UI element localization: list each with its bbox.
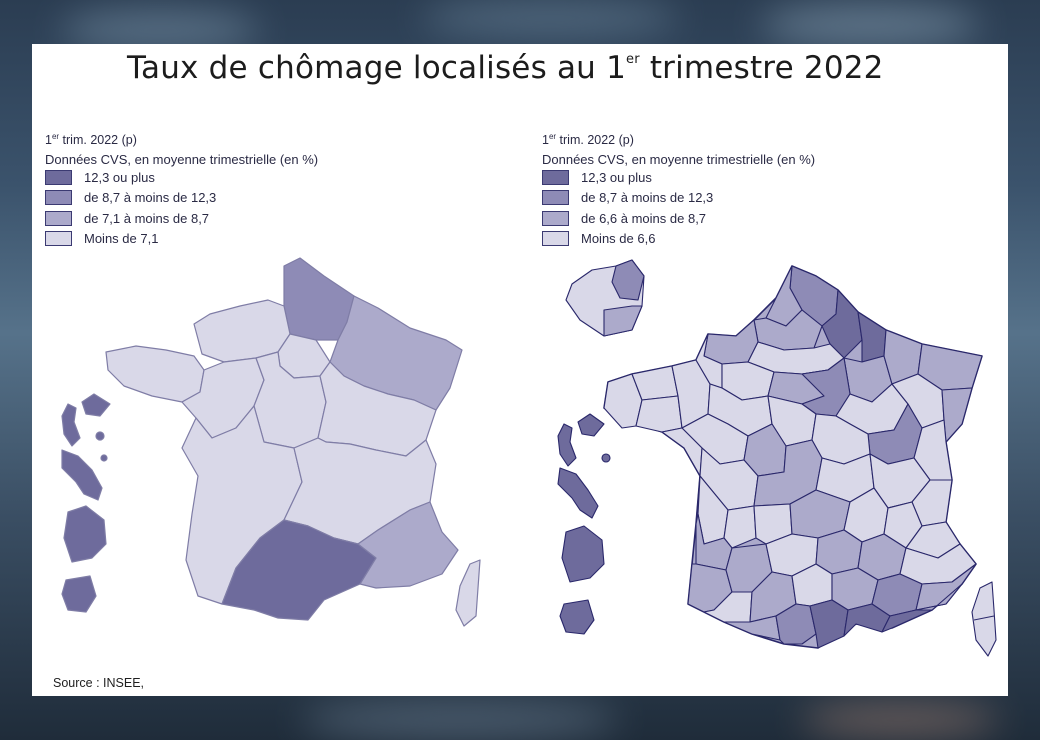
legend-item: de 8,7 à moins de 12,3 <box>45 188 318 209</box>
region-guadeloupe <box>61 393 111 447</box>
dept-alsace <box>941 387 973 443</box>
legend-subtitle: Données CVS, en moyenne trimestrielle (e… <box>542 152 816 168</box>
regions-map <box>61 257 481 627</box>
dept-corse <box>971 581 997 657</box>
legend-item: 12,3 ou plus <box>542 167 815 188</box>
dept-ardennes <box>857 311 887 363</box>
legend-swatch <box>45 169 72 185</box>
dept-guyane <box>561 525 605 583</box>
dept-bouches-du-rhone <box>881 609 933 633</box>
legend-item: Moins de 6,6 <box>542 229 815 250</box>
region-guyane <box>63 505 107 563</box>
legend-swatch <box>45 231 72 247</box>
legend-swatch <box>45 210 72 226</box>
page-title: Taux de chômage localisés au 1er trimest… <box>127 50 884 86</box>
legend-item: de 6,6 à moins de 8,7 <box>542 208 815 229</box>
legend-item: Moins de 7,1 <box>45 229 318 250</box>
legend-swatch <box>542 210 569 226</box>
inset-paris-area <box>611 259 645 301</box>
departments-map <box>557 259 997 657</box>
dept-haute-garonne <box>775 603 817 645</box>
region-mayotte <box>95 431 105 441</box>
region-corse <box>455 559 481 627</box>
dept-marie-galante <box>601 453 611 463</box>
legend-regions: 1er trim. 2022 (p) Données CVS, en moyen… <box>45 132 318 249</box>
region-la-reunion <box>61 575 97 613</box>
dept-guadeloupe <box>557 413 605 467</box>
dept-alpes-maritimes <box>915 583 963 611</box>
legend-item: 12,3 ou plus <box>45 167 318 188</box>
map-panel: Taux de chômage localisés au 1er trimest… <box>32 44 1008 696</box>
legend-departments: 1er trim. 2022 (p) Données CVS, en moyen… <box>542 132 815 249</box>
legend-item: de 8,7 à moins de 12,3 <box>542 188 815 209</box>
dept-la-reunion <box>559 599 595 635</box>
legend-swatch <box>542 169 569 185</box>
region-martinique <box>61 449 103 501</box>
dept-vienne <box>723 505 757 549</box>
legend-period: 1er trim. 2022 (p) <box>45 132 137 148</box>
source-note: Source : INSEE, <box>53 676 145 690</box>
dept-corse-divider <box>973 615 995 621</box>
region-paca <box>357 501 459 589</box>
legend-swatch <box>542 231 569 247</box>
dept-morbihan <box>635 395 683 433</box>
legend-swatch <box>542 190 569 206</box>
region-mayotte-isle <box>100 454 108 462</box>
legend-swatch <box>45 190 72 206</box>
legend-subtitle: Données CVS, en moyenne trimestrielle (e… <box>45 152 319 168</box>
legend-item: de 7,1 à moins de 8,7 <box>45 208 318 229</box>
dept-martinique <box>557 467 599 519</box>
legend-period: 1er trim. 2022 (p) <box>542 132 634 148</box>
inset-south-area <box>603 305 643 337</box>
